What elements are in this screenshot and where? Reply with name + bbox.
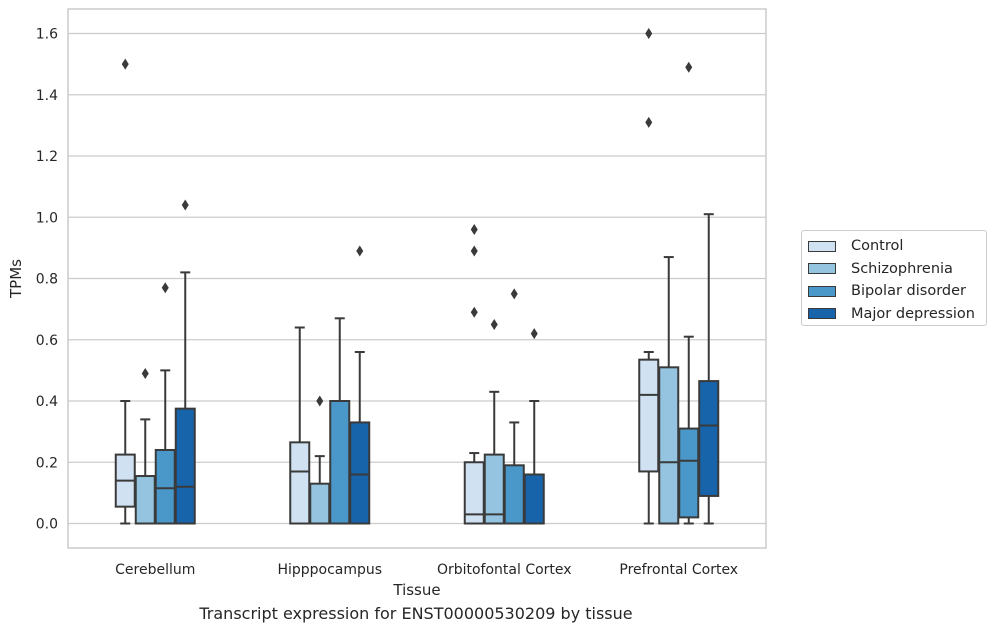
box-body bbox=[483, 453, 505, 525]
y-tick-label: 1.4 bbox=[36, 88, 58, 104]
outlier-point bbox=[181, 199, 189, 211]
x-tick-label: Orbitofontal Cortex bbox=[437, 562, 572, 578]
box-body bbox=[174, 407, 196, 525]
figure-caption: Transcript expression for ENST0000053020… bbox=[199, 604, 633, 623]
outlier-point bbox=[490, 318, 498, 330]
box-2-2 bbox=[503, 288, 525, 525]
outlier-point bbox=[470, 224, 478, 235]
legend-item: Control bbox=[808, 235, 986, 258]
box-1-1 bbox=[309, 395, 331, 525]
box-3-0 bbox=[638, 28, 660, 525]
legend-swatch bbox=[808, 240, 836, 252]
box-1-0 bbox=[289, 326, 311, 525]
box-body bbox=[289, 441, 311, 525]
outlier-point bbox=[141, 367, 149, 379]
y-tick-label: 1.0 bbox=[36, 210, 58, 226]
y-tick-label: 0.4 bbox=[36, 394, 58, 410]
y-tick-label: 1.2 bbox=[36, 149, 58, 165]
x-tick-labels: Cerebellum Hipppocampus Orbitofontal Corte… bbox=[115, 562, 738, 578]
box-body bbox=[309, 482, 331, 525]
box-1-2 bbox=[329, 317, 351, 525]
box-body bbox=[698, 380, 720, 497]
outlier-point bbox=[645, 28, 653, 39]
box-0-0 bbox=[114, 58, 136, 525]
box-body bbox=[658, 366, 680, 525]
box-body bbox=[154, 449, 176, 525]
box-3-1 bbox=[658, 256, 680, 525]
outlier-point bbox=[530, 328, 538, 340]
box-2-1 bbox=[483, 318, 505, 525]
legend-item: Schizophrenia bbox=[808, 258, 986, 281]
y-axis-label: TPMs bbox=[7, 259, 25, 299]
outlier-point bbox=[121, 58, 129, 70]
legend-swatch bbox=[808, 285, 836, 297]
plot-frame bbox=[67, 8, 767, 549]
box-1-3 bbox=[349, 245, 371, 525]
y-tick-label: 0.2 bbox=[36, 455, 58, 471]
x-tick-label: Cerebellum bbox=[115, 562, 195, 578]
box-body bbox=[523, 473, 545, 525]
box-body bbox=[678, 427, 700, 519]
legend-label: Schizophrenia bbox=[851, 260, 953, 277]
legend-item: Major depression bbox=[808, 303, 986, 326]
outlier-point bbox=[470, 306, 478, 318]
legend: Control Schizophrenia Bipolar disorder Majo… bbox=[801, 230, 987, 326]
legend-label: Major depression bbox=[851, 305, 975, 322]
box-body bbox=[134, 475, 156, 525]
box-3-3 bbox=[698, 213, 720, 525]
y-tick-label: 0.6 bbox=[36, 333, 58, 349]
legend-label: Bipolar disorder bbox=[851, 283, 966, 300]
box-3-2 bbox=[678, 61, 700, 525]
outlier-point bbox=[510, 288, 518, 300]
box-0-1 bbox=[134, 367, 156, 525]
box-body bbox=[329, 400, 351, 525]
outlier-point bbox=[645, 116, 653, 128]
outlier-point bbox=[316, 395, 324, 407]
box-body bbox=[349, 421, 371, 525]
y-tick-label: 0.0 bbox=[36, 517, 58, 533]
box-body bbox=[638, 358, 660, 473]
legend-item: Bipolar disorder bbox=[808, 280, 986, 303]
legend-label: Control bbox=[851, 238, 904, 255]
outlier-point bbox=[356, 245, 364, 257]
y-tick-label: 1.6 bbox=[36, 27, 58, 43]
x-tick-label: Prefrontal Cortex bbox=[619, 562, 738, 578]
box-0-2 bbox=[154, 282, 176, 525]
box-2-0 bbox=[463, 224, 485, 525]
outlier-point bbox=[161, 282, 169, 294]
legend-swatch bbox=[808, 263, 836, 275]
x-axis-label: Tissue bbox=[392, 581, 440, 599]
y-tick-labels: 0.0 0.2 0.4 0.6 0.8 1.0 1.2 1.4 1.6 bbox=[36, 27, 58, 533]
outlier-point bbox=[685, 61, 693, 73]
box-body bbox=[503, 464, 525, 525]
x-tick-label: Hipppocampus bbox=[277, 562, 382, 578]
y-tick-label: 0.8 bbox=[36, 272, 58, 288]
box-groups bbox=[114, 28, 720, 525]
outlier-point bbox=[470, 245, 478, 257]
legend-swatch bbox=[808, 308, 836, 320]
box-2-3 bbox=[523, 328, 545, 525]
box-0-3 bbox=[174, 199, 196, 525]
